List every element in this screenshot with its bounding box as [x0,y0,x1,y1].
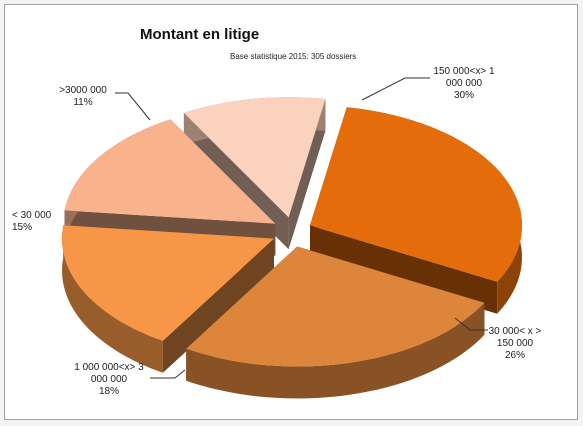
slice-top [186,246,485,367]
slice-top [183,97,326,218]
slice-side [162,238,274,373]
category-label: >3000 000 [59,85,107,96]
slice-side [288,99,326,250]
slice-label: < 30 000 15% [12,210,72,234]
value-label: 15% [12,222,33,233]
pie-slices [62,97,522,399]
category-label: 1 000 000<x> 3 000 000 [74,362,144,385]
slice-top [62,225,274,341]
slice-top [64,119,276,224]
category-label: 30 000< x > 150 000 [488,326,542,349]
chart-title: Montant en litige [140,26,260,43]
leader-line [150,369,186,379]
leader-line [115,92,151,121]
leader-lines [115,77,488,379]
slice-rim [186,302,485,399]
category-label: 150 000<x> 1 000 000 [433,66,495,89]
slice-label: 1 000 000<x> 3 000 000 18% [68,362,150,398]
slice-rim [62,225,163,373]
slice-label: 30 000< x > 150 000 26% [484,326,546,362]
slice-label: >3000 000 11% [50,85,116,109]
chart-subtitle: Base statistique 2015: 305 dossiers [230,52,357,61]
leader-line [454,317,488,331]
value-label: 30% [453,90,474,101]
slice-label: 150 000<x> 1 000 000 30% [425,66,503,102]
slice-top [310,107,522,282]
value-label: 11% [73,97,93,108]
value-label: 26% [504,350,525,361]
category-label: < 30 000 [12,210,52,221]
slice-side [310,225,498,314]
leader-line [361,77,430,101]
value-label: 18% [98,386,119,397]
